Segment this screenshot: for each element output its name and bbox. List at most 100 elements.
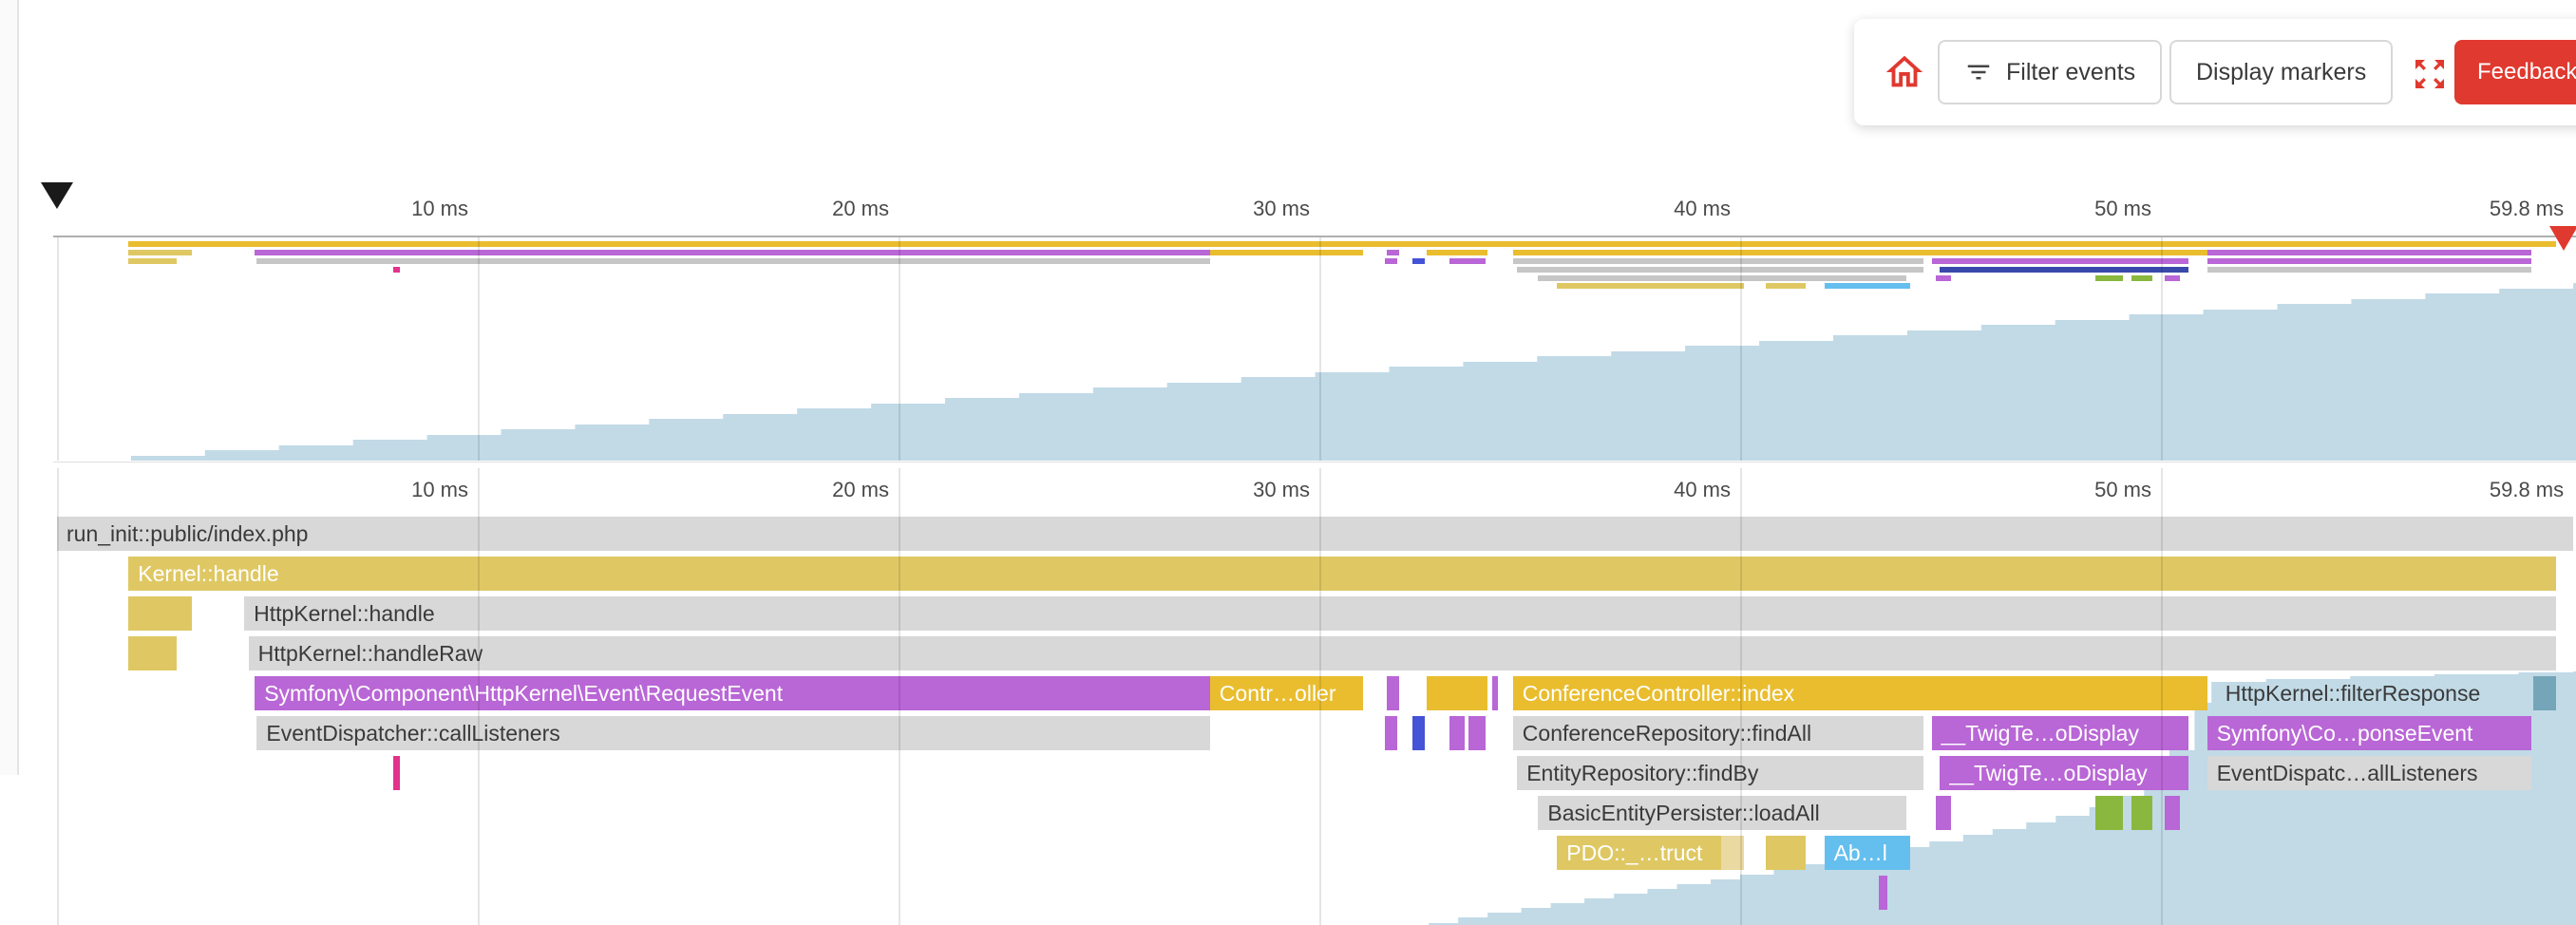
minimap-viewport-handle-left[interactable] <box>41 182 73 209</box>
minimap-bar <box>256 258 1210 264</box>
minimap-bar <box>1940 267 2188 273</box>
timeline-bar[interactable]: Contr…oller <box>1209 676 1364 710</box>
gridline-minimap <box>899 237 900 461</box>
timeline-bar-label: run_init::public/index.php <box>66 521 309 546</box>
minimap-bar <box>1517 267 1923 273</box>
minimap-bar <box>2165 275 2180 281</box>
minimap-bar <box>393 267 400 273</box>
timeline-bar[interactable] <box>2095 796 2124 830</box>
feedback-label: Feedback <box>2477 59 2576 85</box>
gridline-minimap <box>478 237 480 461</box>
timeline-bar[interactable]: ConferenceController::index <box>1512 676 2207 710</box>
timeline-bar[interactable] <box>1468 716 1486 750</box>
timeline-bar[interactable]: ConferenceRepository::findAll <box>1512 716 1923 750</box>
timeline-bar-label: EventDispatc…allListeners <box>2216 761 2478 785</box>
timeline-bar-label: HttpKernel::handle <box>254 601 435 626</box>
timeline-bar-label: Symfony\Component\HttpKernel\Event\Reque… <box>264 681 784 706</box>
timeline-bar-label: Contr…oller <box>1219 681 1336 706</box>
timeline-bar[interactable]: EntityRepository::findBy <box>1517 756 1923 790</box>
minimap-bar <box>1936 275 1951 281</box>
timeline-bar[interactable]: __TwigTe…oDisplay <box>1931 716 2188 750</box>
timeline-bar[interactable] <box>128 636 178 670</box>
time-tick-label-main: 59.8 ms <box>2489 478 2565 501</box>
timeline-bar-label: HttpKernel::handleRaw <box>257 641 483 666</box>
timeline-bar[interactable]: EventDispatcher::callListeners <box>256 716 1210 750</box>
timeline-bar[interactable] <box>1491 676 1499 710</box>
time-tick-label-main: 20 ms <box>832 478 889 501</box>
minimap-bar <box>1512 250 2207 255</box>
minimap-bar <box>1512 258 1923 264</box>
filter-events-button[interactable]: Filter events <box>1938 40 2163 104</box>
timeline-bar[interactable] <box>1386 676 1400 710</box>
timeline-bar[interactable] <box>1449 716 1465 750</box>
toolbar: Filter events Display markers Feedback <box>1854 19 2576 125</box>
timeline-bar[interactable] <box>1427 676 1488 710</box>
minimap-bar <box>1765 283 1806 289</box>
timeline-bar[interactable] <box>1879 876 1888 910</box>
timeline-bar-label: ConferenceController::index <box>1522 681 1795 706</box>
minimap-bar <box>1427 250 1488 255</box>
timeline-bar-label: __TwigTe…oDisplay <box>1941 721 2139 746</box>
time-tick-label-main: 30 ms <box>1253 478 1310 501</box>
time-tick-label-minimap: 30 ms <box>1253 197 1310 220</box>
timeline-bar[interactable]: PDO::_…truct <box>1557 836 1722 870</box>
timeline-bar-label: __TwigTe…oDisplay <box>1949 761 2148 785</box>
minimap-viewport-handle-right[interactable] <box>2549 226 2576 251</box>
minimap-bar <box>2207 267 2531 273</box>
timeline-bar[interactable]: Ab…l <box>1824 836 1911 870</box>
timeline-bar[interactable]: run_init::public/index.php <box>57 517 2574 551</box>
home-icon-glyph <box>1885 55 1923 87</box>
minimap-bar <box>255 250 1210 255</box>
time-tick-label-minimap: 40 ms <box>1674 197 1731 220</box>
minimap-bar <box>2207 258 2531 264</box>
timeline-bar-label-outside: HttpKernel::filterResponse <box>2225 681 2481 706</box>
timeline-bar[interactable] <box>1384 716 1397 750</box>
timeline-bar[interactable]: __TwigTe…oDisplay <box>1940 756 2188 790</box>
timeline-bar[interactable]: Kernel::handle <box>128 557 2557 591</box>
timeline-bar[interactable] <box>2165 796 2180 830</box>
timeline-bar-label: EventDispatcher::callListeners <box>266 721 560 746</box>
time-tick-label-minimap: 59.8 ms <box>2489 197 2565 220</box>
minimap-bar <box>1557 283 1745 289</box>
gridline-minimap <box>1319 237 1321 461</box>
minimap-ruler-line <box>53 236 2576 237</box>
timeline-bar[interactable] <box>128 596 192 631</box>
timeline-bar[interactable] <box>1721 836 1745 870</box>
timeline-bar[interactable]: Symfony\Component\HttpKernel\Event\Reque… <box>255 676 1210 710</box>
timeline-bar-label: ConferenceRepository::findAll <box>1522 721 1812 746</box>
timeline-bar[interactable] <box>1765 836 1806 870</box>
minimap-bar <box>128 250 192 255</box>
feedback-button[interactable]: Feedback <box>2454 40 2576 104</box>
timeline-bar[interactable]: Symfony\Co…ponseEvent <box>2207 716 2531 750</box>
minimap-bar <box>1386 250 1400 255</box>
timeline-bar-label: Kernel::handle <box>138 561 279 586</box>
time-tick-label-minimap: 10 ms <box>411 197 468 220</box>
gridline-minimap <box>57 237 59 461</box>
timeline-bar-label: Ab…l <box>1833 840 1887 865</box>
timeline-bar[interactable]: EventDispatc…allListeners <box>2207 756 2531 790</box>
minimap-bar <box>2207 250 2531 255</box>
minimap-bar <box>128 258 178 264</box>
timeline-bar[interactable] <box>2131 796 2153 830</box>
timeline-bar[interactable] <box>1936 796 1951 830</box>
timeline-bar[interactable] <box>2533 676 2557 710</box>
time-tick-label-main: 40 ms <box>1674 478 1731 501</box>
display-markers-button[interactable]: Display markers <box>2169 40 2394 104</box>
timeline-bar-label: Symfony\Co…ponseEvent <box>2216 721 2473 746</box>
timeline-bar[interactable] <box>1411 716 1425 750</box>
memory-area-minimap <box>57 283 2576 461</box>
minimap-bar <box>1824 283 1911 289</box>
minimap-bar <box>128 241 2557 247</box>
home-icon[interactable] <box>1883 50 1926 94</box>
time-tick-label-main: 10 ms <box>411 478 468 501</box>
timeline-bar[interactable]: HttpKernel::handle <box>244 596 2557 631</box>
minimap-bar <box>1209 250 1364 255</box>
timeline-bar[interactable] <box>393 756 400 790</box>
timeline-bar[interactable]: HttpKernel::handleRaw <box>248 636 2557 670</box>
left-panel-edge <box>0 0 19 775</box>
minimap-bar <box>1931 258 2188 264</box>
expand-icon[interactable] <box>2411 55 2449 93</box>
timeline-bar[interactable]: BasicEntityPersister::loadAll <box>1538 796 1906 830</box>
timeline-bar-label: PDO::_…truct <box>1566 840 1703 865</box>
